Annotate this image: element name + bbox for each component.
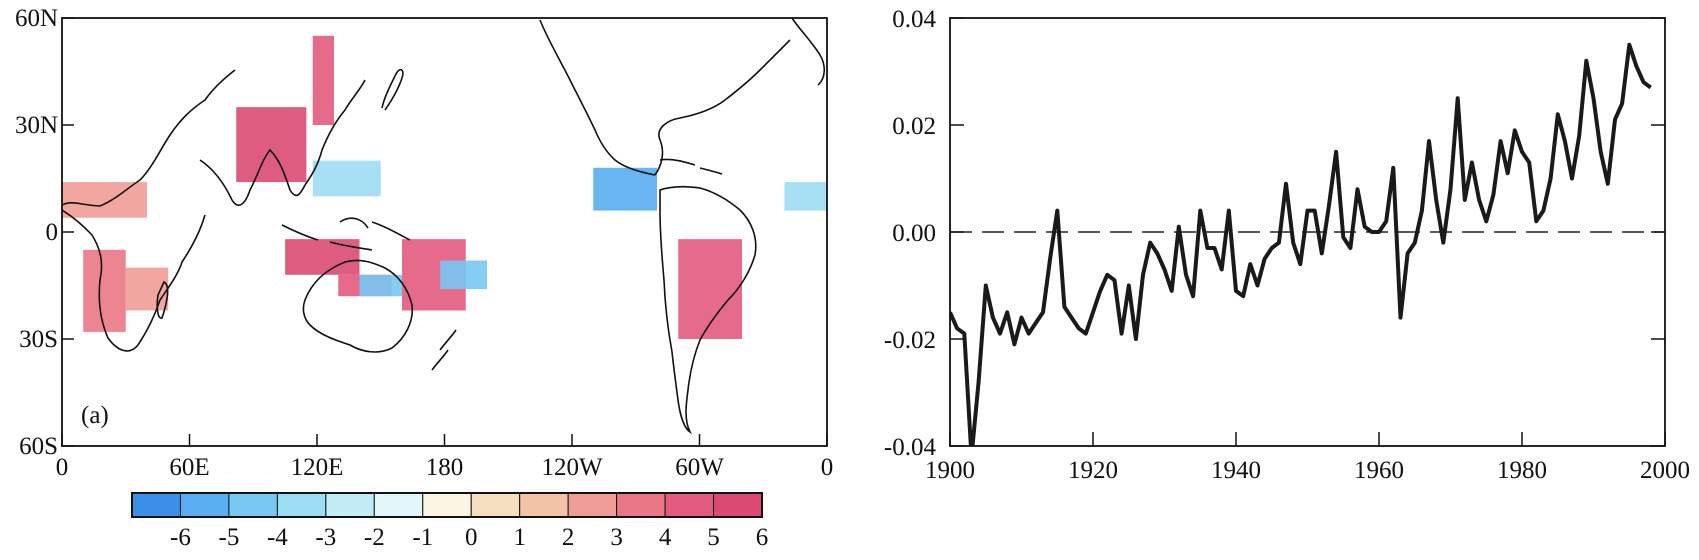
- colorbar-swatch-3: [276, 492, 327, 518]
- colorbar-label: 2: [562, 524, 575, 551]
- line-x-axis: 1900 1920 1940 1960 1980 2000: [925, 432, 1690, 484]
- line-y-axis: 0.04 0.02 0.00 -0.02 -0.04: [884, 6, 1665, 461]
- colorbar-label: -4: [267, 524, 288, 551]
- line-x-tick-label: 1980: [1497, 457, 1547, 484]
- colorbar-swatch-8: [519, 492, 569, 518]
- map-region-11: [593, 167, 657, 211]
- colorbar-label: -2: [364, 524, 385, 551]
- line-y-tick-label: -0.02: [884, 327, 936, 354]
- colorbar-swatch-4: [325, 492, 375, 518]
- line-y-tick-label: 0.00: [892, 220, 936, 247]
- map-x-tick-label: 0: [821, 454, 834, 481]
- map-x-tick-label: 60W: [675, 454, 724, 481]
- map-anomaly-regions: [62, 35, 827, 339]
- map-region-8: [359, 274, 402, 297]
- line-y-tick-label: 0.02: [892, 113, 936, 140]
- colorbar-swatch-6: [422, 492, 472, 518]
- line-x-tick-label: 1900: [925, 457, 975, 484]
- map-y-tick-label: 0: [46, 219, 59, 246]
- line-x-tick-label: 1920: [1068, 457, 1118, 484]
- map-x-tick-label: 120E: [291, 454, 344, 481]
- map-region-4: [312, 35, 334, 126]
- colorbar-swatch-10: [616, 492, 666, 518]
- colorbar-swatch-9: [567, 492, 618, 518]
- colorbar-label: -6: [170, 524, 191, 551]
- map-region-1: [83, 249, 126, 332]
- colorbar-swatch-5: [373, 492, 424, 518]
- map-frame: [61, 17, 828, 447]
- colorbar-swatch-0: [131, 492, 181, 518]
- map-panel: (a) 0 60E 120E 180 120W 60W 0 60N 30N 0 30S 60S: [15, 5, 833, 481]
- map-region-5: [312, 160, 381, 197]
- map-region-6: [285, 239, 360, 275]
- time-series-line: [950, 42, 1652, 446]
- line-x-tick-label: 1940: [1211, 457, 1261, 484]
- colorbar-label: 1: [513, 524, 526, 551]
- map-y-tick-label: 60N: [15, 5, 58, 32]
- colorbar-label: -5: [219, 524, 240, 551]
- map-y-axis: 60N 30N 0 30S 60S: [15, 5, 74, 460]
- map-region-3: [236, 107, 307, 183]
- line-x-tick-label: 1960: [1354, 457, 1404, 484]
- map-panel-label: (a): [81, 402, 109, 429]
- colorbar-swatch-2: [228, 492, 278, 518]
- map-coastlines: [62, 18, 826, 435]
- colorbar-frame: [131, 492, 763, 518]
- colorbar-label: 3: [610, 524, 623, 551]
- map-y-tick-label: 30S: [19, 326, 58, 353]
- colorbar-label: -1: [412, 524, 433, 551]
- map-x-tick-label: 180: [426, 454, 464, 481]
- map-x-tick-label: 0: [56, 454, 69, 481]
- colorbar-label: -3: [315, 524, 336, 551]
- colorbar-swatch-7: [470, 492, 521, 518]
- map-region-13: [784, 182, 827, 211]
- colorbar: -6 -5 -4 -3 -2 -1 0 1 2 3 4 5 6: [131, 492, 769, 551]
- colorbar-label: 5: [707, 524, 720, 551]
- colorbar-label: 6: [756, 524, 769, 551]
- map-region-10: [440, 260, 487, 290]
- map-region-2: [125, 267, 169, 311]
- line-y-tick-label: 0.04: [892, 6, 936, 33]
- line-y-tick-label: -0.04: [884, 434, 937, 461]
- colorbar-label: 4: [659, 524, 672, 551]
- line-x-tick-label: 2000: [1640, 457, 1690, 484]
- map-x-tick-label: 60E: [169, 454, 209, 481]
- colorbar-label: 0: [465, 524, 478, 551]
- colorbar-swatch-12: [713, 492, 763, 518]
- map-x-tick-label: 120W: [541, 454, 603, 481]
- map-region-0: [62, 182, 147, 218]
- colorbar-swatch-11: [664, 492, 715, 518]
- colorbar-swatch-1: [179, 492, 230, 518]
- map-y-tick-label: 30N: [15, 112, 58, 139]
- map-x-axis: 0 60E 120E 180 120W 60W 0: [56, 434, 834, 481]
- map-y-tick-label: 60S: [19, 433, 58, 460]
- line-panel: 1900 1920 1940 1960 1980 2000 0.04 0.02 0.00 -0.…: [884, 6, 1690, 484]
